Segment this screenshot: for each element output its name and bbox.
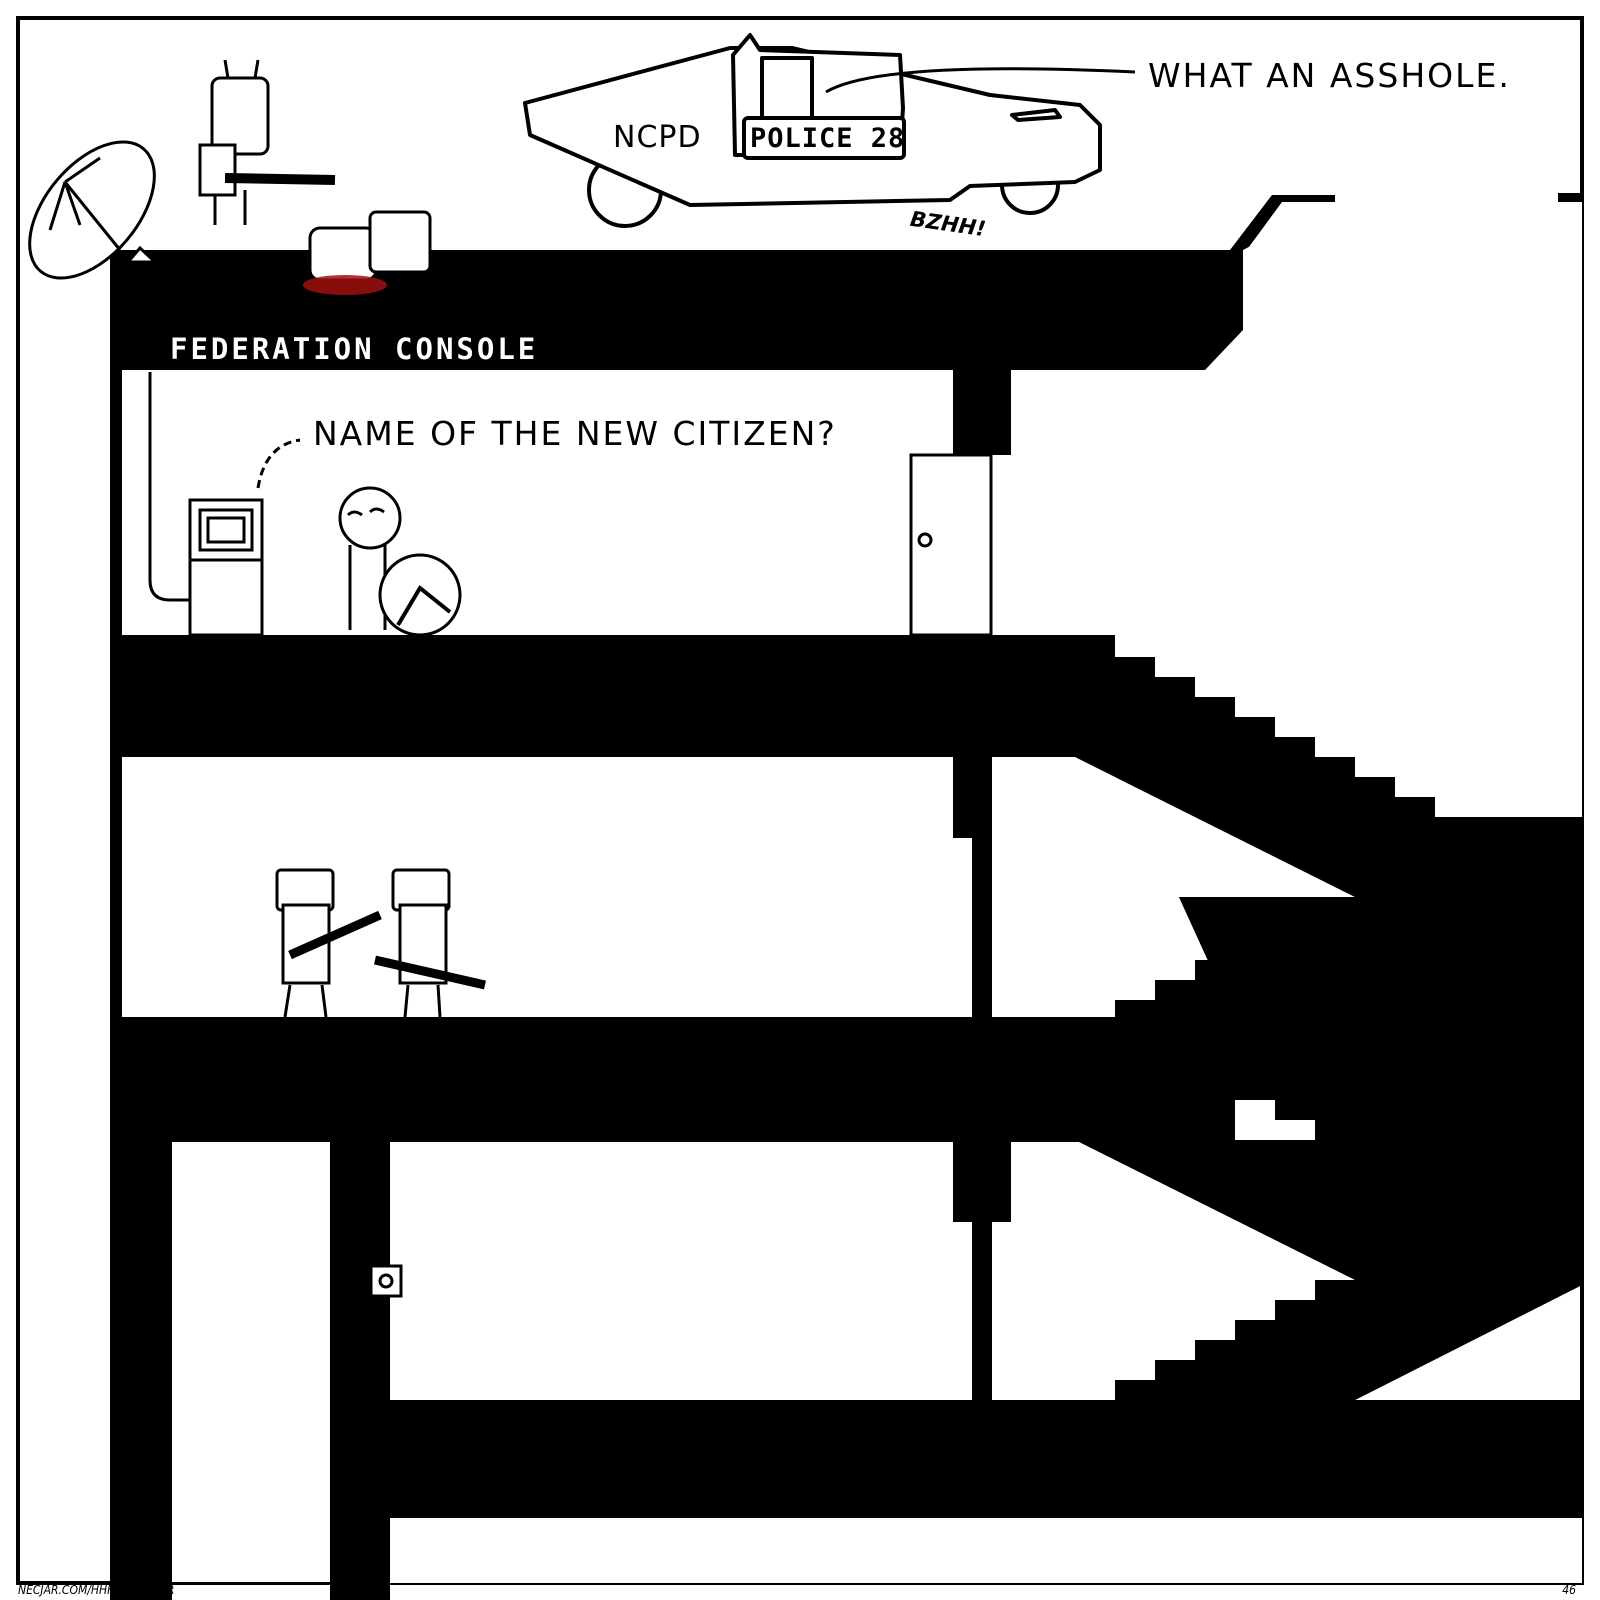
satellite-dish [28,140,159,280]
wall-switch [369,1264,403,1298]
police-car [523,33,1102,228]
car-agency-label: NCPD [613,120,702,155]
police-speech: WHAT AN ASSHOLE. [1148,56,1511,95]
citizen-figure [338,486,462,637]
speech-tail-police [825,67,1136,94]
console-speech: NAME OF THE NEW CITIZEN? [313,414,837,453]
soldier-left [275,868,382,1018]
soldier-right [374,868,486,1018]
door [909,453,993,637]
fallen-robot [303,210,432,295]
footer-url[interactable]: NECJAR.COM/HHH/TRAVELER [18,1583,175,1597]
robot-cop-figure [198,59,336,225]
speech-tail-console [256,438,301,489]
federation-console-sign: FEDERATION CONSOLE [170,332,539,366]
car-plate-label: POLICE 28 [750,123,906,154]
stair-steps [1075,635,1582,1518]
console-terminal [148,372,264,637]
page-number: 46 [1562,1583,1576,1597]
